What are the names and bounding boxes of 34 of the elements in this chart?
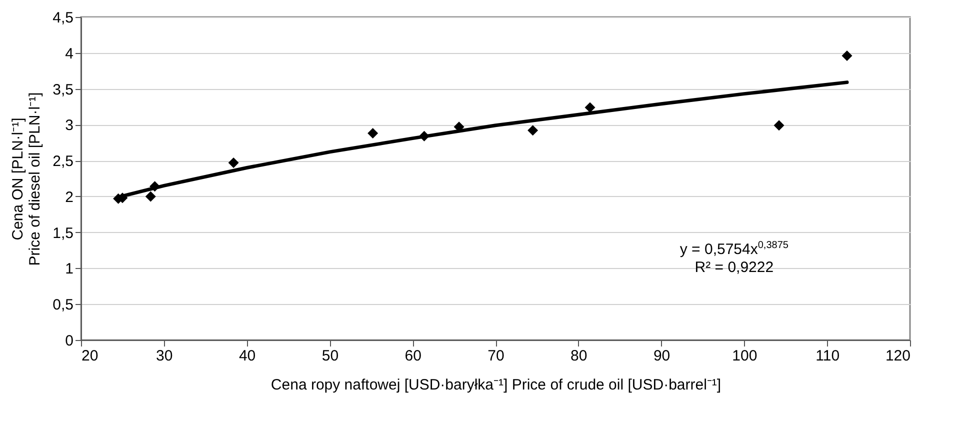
- annotation: R² = 0,9222: [694, 259, 775, 278]
- point: [842, 50, 852, 62]
- x-tick-label: 110: [816, 348, 840, 364]
- point: [774, 120, 784, 131]
- x-tick-label: 20: [82, 348, 98, 364]
- y-axis-title: Cena ON [PLN·l⁻¹] Price of diesel oil [PLN·l⁻¹]: [10, 92, 44, 266]
- x-tick-label: 40: [238, 348, 256, 364]
- y-tick-label: 0: [65, 332, 74, 350]
- x-tick-label: 30: [156, 348, 173, 364]
- point: [528, 125, 538, 136]
- point: [584, 102, 596, 113]
- y-tick-label: 3,5: [52, 81, 74, 98]
- y-tick-label: 4: [65, 45, 74, 62]
- x-tick-label: 100: [732, 348, 758, 364]
- y-tick-label: 3: [65, 117, 74, 134]
- point: [150, 181, 160, 192]
- y-tick-label: 1,5: [52, 224, 74, 242]
- y-tick-label: 2: [65, 188, 74, 206]
- point: [418, 130, 430, 142]
- point: [228, 157, 239, 168]
- annotation: y = 0,5754x$^{0,3875}$: [678, 239, 790, 260]
- x-tick-label: 120: [885, 348, 910, 364]
- y-tick-label: 1: [65, 260, 74, 278]
- point: [145, 191, 156, 202]
- point: [368, 128, 378, 139]
- x-tick-label: 90: [653, 348, 670, 364]
- x-tick-label: 80: [570, 348, 588, 364]
- y-tick-label: 2,5: [52, 153, 74, 170]
- y-tick-label: 0,5: [52, 296, 74, 314]
- x-axis-title: Cena ropy naftowej [USD·baryłka⁻¹] Price of crude oil [USD·barrel⁻¹]: [270, 376, 722, 394]
- x-tick-label: 60: [404, 348, 422, 364]
- x-tick-label: 70: [488, 348, 504, 364]
- x-tick-label: 50: [322, 348, 339, 364]
- y-tick-label: 4,5: [52, 10, 74, 26]
